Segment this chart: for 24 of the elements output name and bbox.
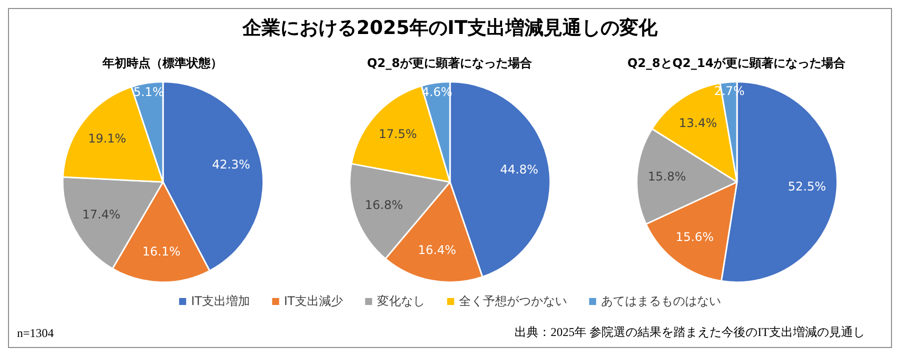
text: n=1304 [17,326,54,341]
text: 企業における2025年のIT支出増減見通しの変化 [241,16,658,41]
source-note: 出典：2025年 参院選の結果を踏まえた今後のIT支出増減の見通し [514,324,865,341]
data-label: 5.1% [132,85,164,100]
chart-title: Q2_8とQ2_14が更に顕著になった場合 [626,55,847,72]
legend-label: IT支出増加 [191,293,250,310]
chart-title: Q2_8が更に顕著になった場合 [366,55,533,72]
data-label: 16.8% [364,198,402,212]
legend-label: 全く予想がつかない [458,293,567,310]
data-label: 17.4% [82,208,120,222]
data-label: 16.1% [142,244,180,258]
legend-label: 変化なし [376,293,425,310]
data-label: 52.5% [787,180,826,194]
legend-label: あてはまるものはない [600,293,721,310]
chart-title: 年初時点（標準状態） [101,55,224,72]
data-label: 16.4% [418,243,456,258]
data-label: 13.4% [678,116,716,130]
data-label: 17.5% [378,127,416,142]
data-label: 44.8% [500,162,538,177]
data-label: 19.1% [88,132,126,146]
data-label: 15.8% [647,170,686,184]
data-label: 42.3% [212,157,250,172]
data-label: 15.6% [675,230,714,244]
legend-label: IT支出減少 [284,293,343,310]
